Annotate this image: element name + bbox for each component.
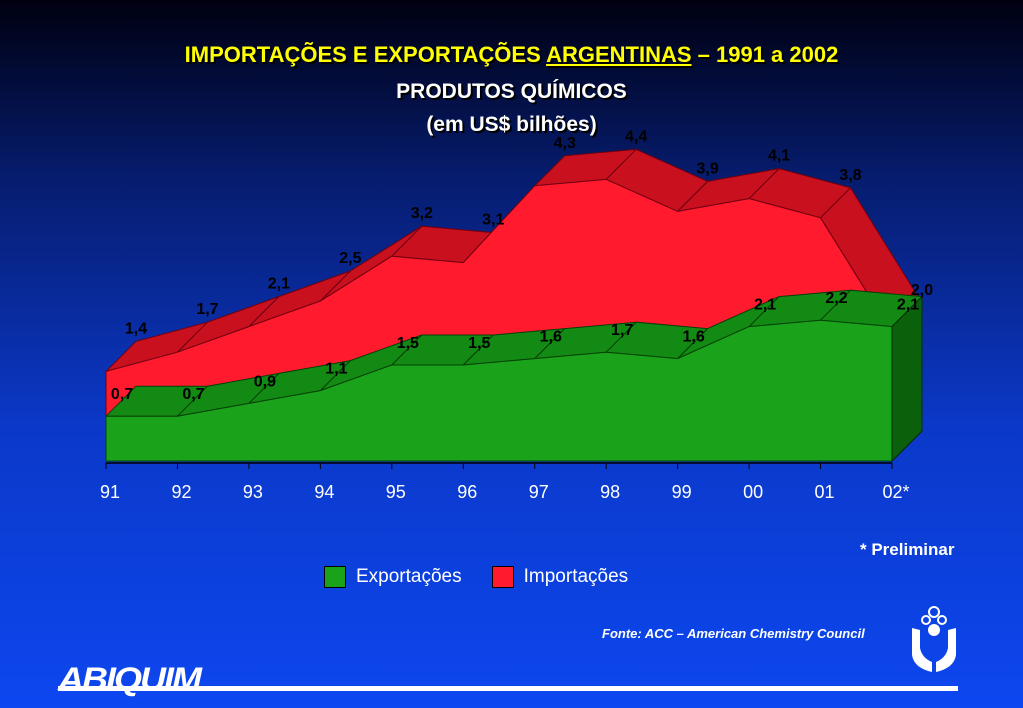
legend-swatch-exports	[324, 566, 346, 588]
chart-unit: (em US$ bilhões)	[426, 113, 597, 136]
legend-swatch-imports	[491, 566, 514, 588]
exports-data-label: 2,2	[825, 290, 847, 307]
imports-data-label: 3,9	[697, 160, 719, 177]
imports-data-label: 2,5	[339, 250, 361, 267]
x-tick-label: 97	[529, 482, 549, 502]
x-tick-label: 95	[386, 482, 406, 502]
x-tick-label: 93	[243, 482, 263, 502]
exports-data-label: 2,1	[897, 297, 919, 314]
x-tick-label: 91	[100, 482, 120, 502]
chart-title: IMPORTAÇÕES E EXPORTAÇÕES ARGENTINAS – 1…	[184, 42, 839, 67]
imports-data-label: 3,8	[839, 167, 861, 184]
imports-data-label: 4,4	[625, 128, 647, 145]
imports-data-label: 4,1	[768, 148, 790, 165]
exports-data-label: 0,9	[254, 373, 276, 390]
imports-data-label: 1,7	[196, 301, 218, 318]
x-tick-label: 99	[672, 482, 692, 502]
exports-data-label: 2,1	[754, 297, 776, 314]
exports-data-label: 1,7	[611, 322, 633, 339]
legend: Exportações Importações	[324, 566, 650, 588]
x-tick-label: 02*	[882, 482, 909, 502]
exports-data-label: 1,1	[325, 361, 347, 378]
exports-data-label: 1,6	[683, 329, 705, 346]
x-tick-label: 98	[600, 482, 620, 502]
legend-item-exports: Exportações	[324, 566, 462, 588]
footnote: * Preliminar	[860, 540, 955, 559]
imports-data-label: 1,4	[125, 320, 147, 337]
chart-subtitle: PRODUTOS QUÍMICOS	[396, 80, 627, 103]
legend-label-imports: Importações	[523, 566, 629, 587]
imports-data-label: 2,1	[268, 276, 290, 293]
exports-data-label: 0,7	[111, 386, 133, 403]
hands-molecule-icon	[912, 606, 956, 672]
exports-data-label: 1,5	[468, 335, 490, 352]
x-tick-label: 96	[457, 482, 477, 502]
legend-item-imports: Importações	[491, 566, 629, 588]
exports-area	[105, 319, 893, 462]
x-tick-label: 92	[171, 482, 191, 502]
exports-side-face	[891, 295, 923, 463]
source-note: Fonte: ACC – American Chemistry Council	[602, 626, 865, 641]
imports-data-label: 2,0	[911, 282, 933, 299]
logo-underline	[58, 686, 958, 691]
abiquim-logo: ABIQUIM	[58, 660, 202, 697]
exports-data-label: 1,5	[397, 335, 419, 352]
imports-data-label: 4,3	[554, 135, 576, 152]
x-tick-label: 01	[815, 482, 835, 502]
imports-data-label: 3,1	[482, 212, 504, 229]
imports-data-label: 3,2	[411, 205, 433, 222]
x-tick-label: 00	[743, 482, 763, 502]
x-tick-label: 94	[314, 482, 334, 502]
legend-label-exports: Exportações	[356, 566, 462, 587]
exports-data-label: 1,6	[540, 329, 562, 346]
exports-data-label: 0,7	[182, 386, 204, 403]
